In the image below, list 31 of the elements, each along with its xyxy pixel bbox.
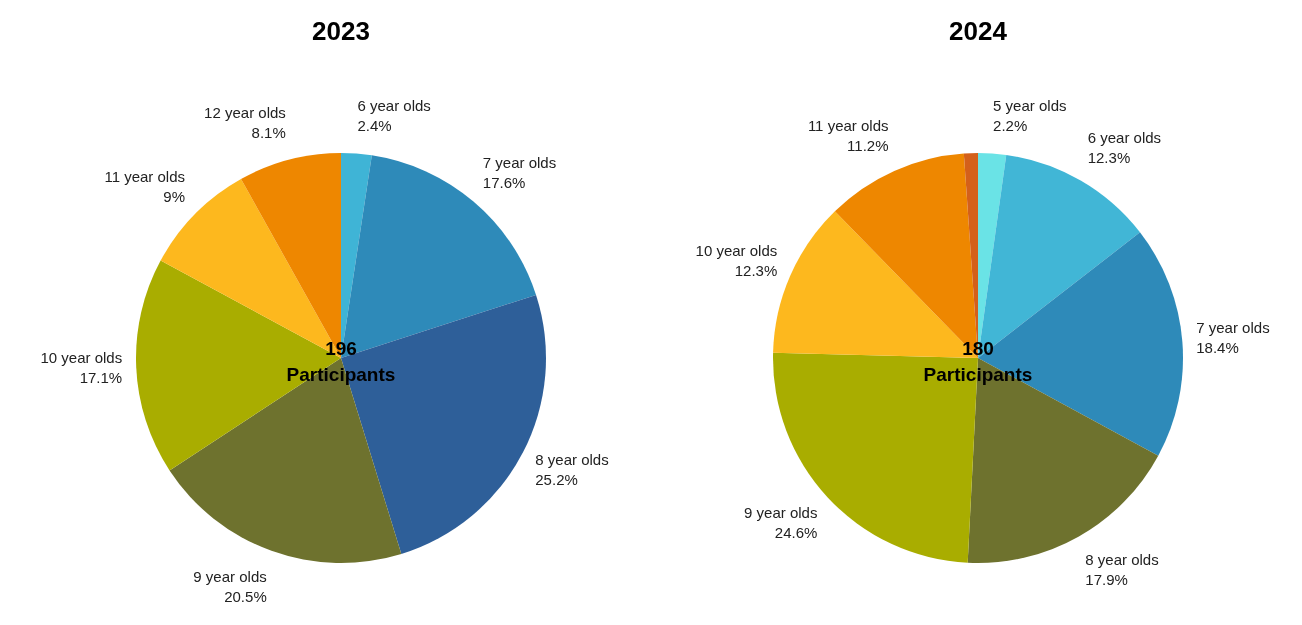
slice-label: 12 year olds	[204, 103, 286, 121]
slice-label: 6 year olds	[1087, 128, 1162, 146]
slice-label: 9 year olds	[744, 504, 818, 522]
slice-label: 10 year olds	[40, 349, 123, 367]
slice-label: 9 year olds	[193, 567, 267, 585]
data-label: 12.3%	[1087, 148, 1131, 166]
data-label: 9%	[163, 188, 186, 206]
slice-label: 11 year olds	[104, 168, 186, 186]
slice-label: 7 year olds	[482, 153, 557, 171]
slice-label: 11 year olds	[807, 117, 889, 135]
data-label: 24.6%	[774, 524, 818, 542]
data-label: 2.4%	[357, 116, 392, 134]
data-label: 18.4%	[1196, 339, 1239, 357]
data-label: 2.2%	[993, 116, 1028, 134]
data-label: 25.2%	[535, 471, 578, 489]
slice-label: 10 year olds	[695, 241, 778, 259]
chart-title: 2023	[312, 16, 370, 46]
pie-slice	[169, 358, 402, 563]
data-label: 8.1%	[251, 123, 286, 141]
slice-label: 8 year olds	[535, 451, 609, 469]
slice-label: 7 year olds	[1196, 319, 1270, 337]
slice-label: 6 year olds	[357, 96, 431, 114]
slice-label: 5 year olds	[993, 96, 1067, 114]
slice-label: 8 year olds	[1085, 550, 1159, 568]
data-label: 17.1%	[79, 369, 123, 387]
data-label: 20.5%	[224, 587, 267, 605]
data-label: 12.3%	[734, 261, 778, 279]
data-label: 17.6%	[482, 173, 526, 191]
data-label: 11.2%	[847, 137, 889, 155]
data-label: 17.9%	[1085, 570, 1128, 588]
chart-title: 2024	[949, 16, 1008, 46]
